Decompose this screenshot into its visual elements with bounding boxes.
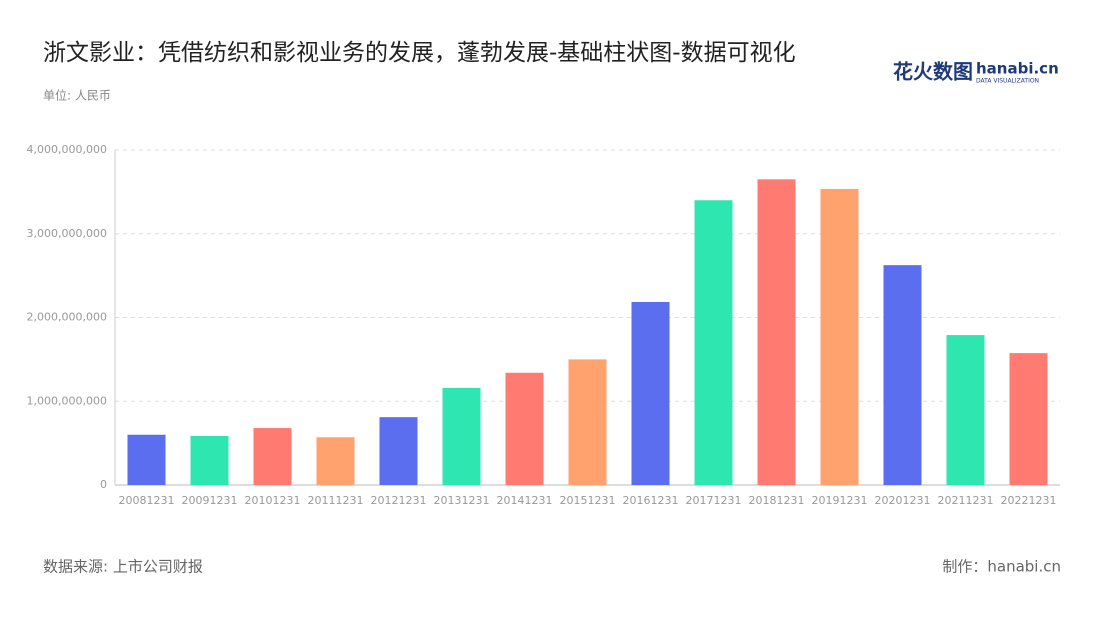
logo-tagline: DATA VISUALIZATION — [976, 78, 1039, 85]
logo-mark: 花火数图 — [893, 60, 973, 84]
subtitle: 单位: 人民币 — [43, 88, 111, 103]
bar — [316, 437, 355, 485]
y-tick-label: 3,000,000,000 — [27, 227, 107, 240]
bar — [568, 359, 607, 485]
x-tick-label: 20171231 — [686, 494, 742, 507]
bar — [757, 179, 796, 485]
x-tick-label: 20221231 — [1001, 494, 1057, 507]
x-tick-label: 20091231 — [182, 494, 238, 507]
bar — [820, 188, 859, 485]
x-tick-label: 20131231 — [434, 494, 490, 507]
x-tick-label: 20201231 — [875, 494, 931, 507]
x-tick-label: 20081231 — [119, 494, 175, 507]
bar — [505, 372, 544, 485]
y-tick-label: 1,000,000,000 — [27, 394, 107, 407]
bar — [883, 265, 922, 485]
credit: 制作：hanabi.cn — [942, 558, 1061, 576]
x-tick-label: 20111231 — [308, 494, 364, 507]
source: 数据来源: 上市公司财报 — [43, 558, 203, 576]
x-tick-label: 20151231 — [560, 494, 616, 507]
bar — [127, 434, 166, 485]
bar — [253, 428, 292, 485]
bar — [1009, 353, 1048, 485]
x-tick-label: 20101231 — [245, 494, 301, 507]
x-tick-label: 20211231 — [938, 494, 994, 507]
x-tick-label: 20121231 — [371, 494, 427, 507]
bar — [694, 200, 733, 485]
y-tick-label: 0 — [100, 478, 107, 491]
x-tick-label: 20191231 — [812, 494, 868, 507]
bar — [631, 302, 670, 485]
x-tick-label: 20181231 — [749, 494, 805, 507]
y-tick-label: 2,000,000,000 — [27, 311, 107, 324]
x-tick-label: 20161231 — [623, 494, 679, 507]
chart-title: 浙文影业：凭借纺织和影视业务的发展，蓬勃发展-基础柱状图-数据可视化 — [43, 40, 796, 66]
logo-site: hanabi.cn — [976, 60, 1059, 78]
bar — [442, 387, 481, 485]
bar — [379, 417, 418, 485]
bar — [946, 335, 985, 485]
y-tick-label: 4,000,000,000 — [27, 143, 107, 156]
x-tick-label: 20141231 — [497, 494, 553, 507]
bar — [190, 436, 229, 485]
